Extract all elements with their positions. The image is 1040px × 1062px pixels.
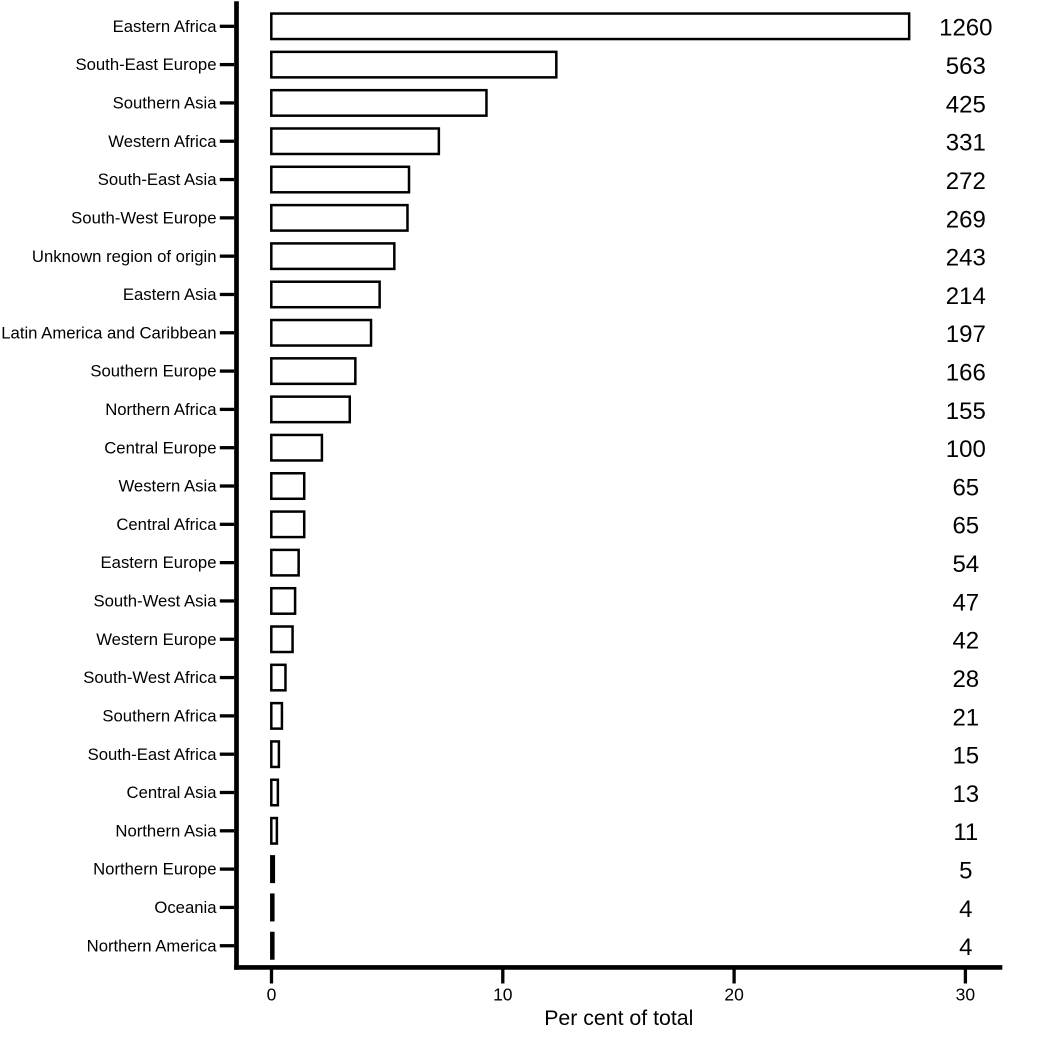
svg-text:Central Asia: Central Asia	[127, 783, 218, 802]
svg-text:272: 272	[946, 168, 986, 195]
svg-text:54: 54	[952, 551, 979, 578]
svg-text:Southern Asia: Southern Asia	[113, 94, 218, 113]
svg-text:Southern Africa: Southern Africa	[102, 706, 217, 725]
svg-text:243: 243	[946, 245, 986, 272]
svg-text:Central Europe: Central Europe	[104, 438, 216, 457]
svg-text:South-East Asia: South-East Asia	[98, 170, 217, 189]
svg-text:Oceania: Oceania	[154, 898, 217, 917]
svg-text:Northern America: Northern America	[87, 936, 218, 955]
svg-text:5: 5	[959, 858, 972, 885]
svg-text:269: 269	[946, 206, 986, 233]
svg-text:Per cent of total: Per cent of total	[544, 1006, 693, 1030]
svg-text:Northern Asia: Northern Asia	[115, 821, 217, 840]
svg-text:Western Africa: Western Africa	[108, 132, 217, 151]
svg-text:42: 42	[952, 628, 979, 655]
svg-text:Western Asia: Western Asia	[118, 477, 217, 496]
svg-text:166: 166	[946, 359, 986, 386]
svg-text:South-West Europe: South-West Europe	[71, 208, 216, 227]
svg-text:65: 65	[952, 513, 979, 540]
svg-text:Eastern Africa: Eastern Africa	[113, 17, 218, 36]
svg-text:155: 155	[946, 398, 986, 425]
svg-text:Northern Europe: Northern Europe	[93, 860, 216, 879]
svg-text:28: 28	[952, 666, 979, 693]
svg-text:South-East Europe: South-East Europe	[75, 55, 216, 74]
svg-text:20: 20	[724, 985, 744, 1005]
svg-text:10: 10	[493, 985, 513, 1005]
svg-text:13: 13	[952, 781, 979, 808]
svg-text:Central Africa: Central Africa	[116, 515, 217, 534]
svg-text:65: 65	[952, 474, 979, 501]
svg-text:214: 214	[946, 283, 986, 310]
svg-text:South-West Asia: South-West Asia	[93, 592, 217, 611]
svg-text:Unknown region of origin: Unknown region of origin	[32, 247, 217, 266]
svg-text:21: 21	[952, 704, 979, 731]
svg-text:South-West Africa: South-West Africa	[83, 668, 217, 687]
svg-text:331: 331	[946, 130, 986, 157]
svg-text:South-East Africa: South-East Africa	[88, 745, 218, 764]
svg-text:563: 563	[946, 53, 986, 80]
svg-text:47: 47	[952, 589, 979, 616]
svg-text:1260: 1260	[939, 15, 992, 42]
svg-text:Eastern Europe: Eastern Europe	[101, 553, 217, 572]
svg-text:Latin America and Caribbean: Latin America and Caribbean	[1, 323, 216, 342]
svg-text:Southern Europe: Southern Europe	[90, 362, 216, 381]
svg-text:4: 4	[959, 896, 972, 923]
svg-text:Eastern Asia: Eastern Asia	[123, 285, 217, 304]
svg-text:0: 0	[267, 985, 277, 1005]
svg-text:4: 4	[959, 934, 972, 961]
svg-text:Northern Africa: Northern Africa	[105, 400, 217, 419]
svg-text:15: 15	[952, 743, 979, 770]
svg-text:100: 100	[946, 436, 986, 463]
svg-text:Western Europe: Western Europe	[96, 630, 216, 649]
svg-text:30: 30	[956, 985, 976, 1005]
svg-text:11: 11	[953, 819, 978, 846]
svg-text:425: 425	[946, 91, 986, 118]
svg-text:197: 197	[946, 321, 986, 348]
